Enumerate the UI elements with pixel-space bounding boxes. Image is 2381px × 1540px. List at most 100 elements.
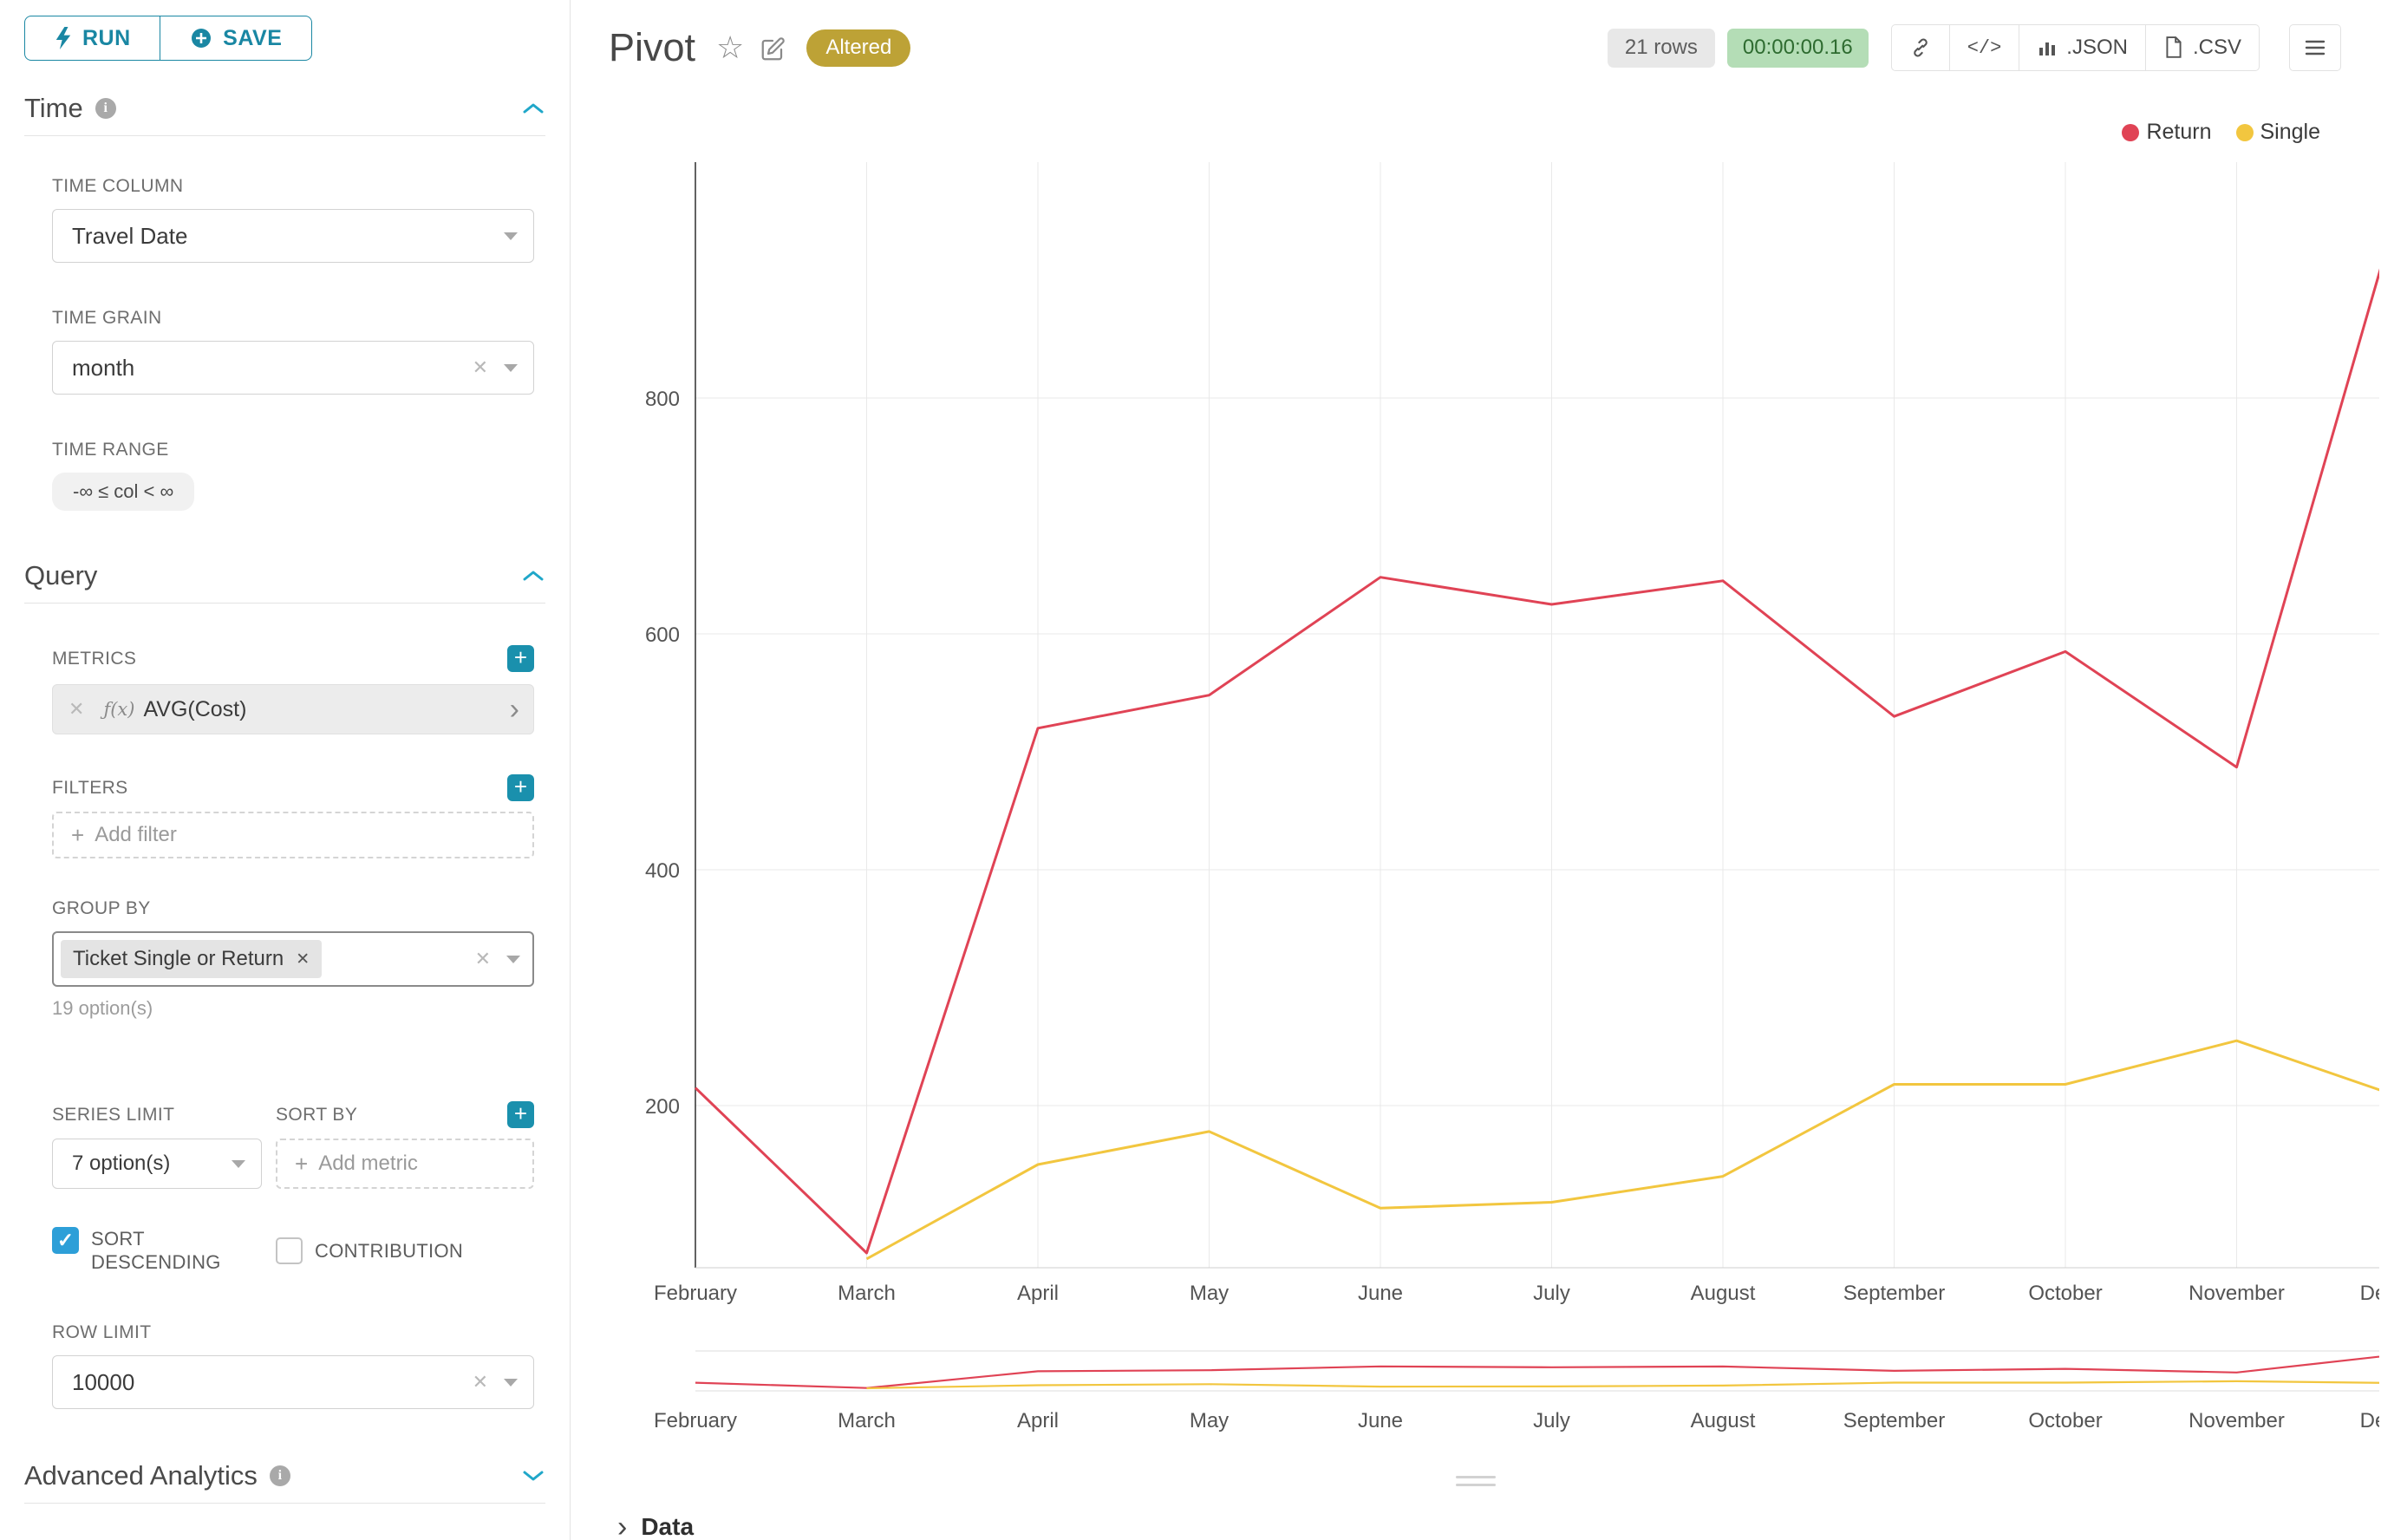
line-chart[interactable]: February March April May June July August Septe… [571,162,2379,1324]
export-json-label: .JSON [2066,36,2128,59]
save-button[interactable]: SAVE [160,16,313,61]
svg-text:August: August [1691,1282,1756,1305]
chevron-down-icon [232,1159,245,1168]
export-csv-button[interactable]: .CSV [2144,24,2260,71]
chart-header-actions: 21 rows 00:00:00.16 </> .JSON . [1607,24,2341,71]
advanced-analytics-header[interactable]: Advanced Analytics i [24,1459,545,1504]
time-column-value: Travel Date [72,222,188,249]
panel-resize-handle[interactable] [1451,1471,1501,1491]
svg-text:November: November [2189,1409,2285,1432]
checkbox-unchecked-icon [276,1237,303,1264]
time-grain-select[interactable]: month ✕ [52,341,534,395]
edit-properties-icon[interactable] [760,36,786,62]
series-limit-select[interactable]: 7 option(s) [52,1139,262,1189]
svg-text:November: November [2189,1282,2285,1305]
time-column-select[interactable]: Travel Date [52,209,534,263]
query-section-header[interactable]: Query [24,559,545,604]
svg-text:August: August [1691,1409,1756,1432]
code-icon: </> [1967,36,2002,59]
add-filter-placeholder: Add filter [95,823,177,846]
remove-metric-icon[interactable]: ✕ [68,698,85,720]
add-filter-button[interactable]: + [507,774,534,801]
svg-text:800: 800 [645,388,680,411]
add-filter-dropzone[interactable]: + Add filter [52,812,534,858]
chevron-up-icon[interactable] [521,101,545,116]
chart-panel: Pivot ☆ Altered 21 rows 00:00:00.16 </> [571,0,2381,1540]
clear-icon[interactable]: ✕ [472,356,488,378]
metrics-label: METRICS [52,648,137,669]
chevron-up-icon[interactable] [521,568,545,584]
control-panel: RUN SAVE Time i TIME COLUMN Travel Date … [0,0,571,1540]
svg-text:September: September [1843,1282,1945,1305]
series-limit-value: 7 option(s) [72,1152,171,1175]
chevron-down-icon[interactable] [521,1468,545,1484]
filters-label: FILTERS [52,777,128,798]
embed-code-button[interactable]: </> [1948,24,2020,71]
group-by-label: GROUP BY [52,898,151,918]
add-metric-button[interactable]: + [507,645,534,672]
export-csv-label: .CSV [2192,36,2241,59]
run-button[interactable]: RUN [24,16,161,61]
chevron-right-icon: › [617,1511,628,1540]
altered-badge[interactable]: Altered [806,29,911,67]
contribution-label: CONTRIBUTION [315,1239,464,1262]
legend-dot-return [2122,123,2140,141]
sort-by-label: SORT BY [276,1104,358,1125]
range-slider-chart[interactable]: February March April May June July August Septe… [571,1342,2379,1442]
metric-pill[interactable]: ✕ ƒ(x) AVG(Cost) › [52,684,534,734]
svg-text:October: October [2028,1282,2102,1305]
chevron-down-icon [504,363,518,372]
svg-text:400: 400 [645,859,680,883]
legend-item-return[interactable]: Return [2122,120,2212,145]
time-grain-value: month [72,354,135,381]
copy-link-button[interactable] [1890,24,1950,71]
link-icon [1913,38,1928,57]
sort-descending-checkbox[interactable]: ✓ SORT DESCENDING [52,1227,262,1274]
time-range-pill[interactable]: -∞ ≤ col < ∞ [52,473,195,511]
query-timer-badge: 00:00:00.16 [1726,28,1869,68]
data-section-toggle[interactable]: › Data [571,1512,2381,1540]
export-json-button[interactable]: .JSON [2019,24,2146,71]
svg-text:October: October [2028,1409,2102,1432]
legend-item-single[interactable]: Single [2235,120,2320,145]
favorite-star-icon[interactable]: ☆ [716,29,745,65]
group-by-tag-label: Ticket Single or Return [73,947,284,970]
row-limit-value: 10000 [72,1368,135,1395]
svg-text:February: February [654,1282,737,1305]
svg-text:July: July [1533,1409,1570,1432]
contribution-checkbox[interactable]: CONTRIBUTION [276,1227,534,1274]
more-options-button[interactable] [2289,24,2341,71]
group-by-options-hint: 19 option(s) [52,997,153,1019]
chevron-down-icon [506,955,520,963]
plus-circle-icon [192,29,212,48]
add-sort-metric-button[interactable]: + [507,1101,534,1128]
svg-text:May: May [1190,1409,1229,1432]
clear-icon[interactable]: ✕ [474,948,491,969]
clear-icon[interactable]: ✕ [472,1371,488,1393]
time-column-label: TIME COLUMN [52,176,184,196]
sort-by-placeholder: Add metric [318,1152,418,1175]
hamburger-menu-icon [2305,40,2326,55]
sort-by-dropzone[interactable]: + Add metric [276,1139,534,1189]
svg-text:April: April [1017,1409,1059,1432]
legend-dot-single [2235,123,2254,141]
svg-text:September: September [1843,1409,1945,1432]
time-grain-label: TIME GRAIN [52,308,162,328]
remove-tag-icon[interactable]: ✕ [296,949,310,969]
plus-icon: + [295,1150,309,1177]
row-count-badge: 21 rows [1607,28,1715,68]
svg-text:April: April [1017,1282,1059,1305]
group-by-select[interactable]: Ticket Single or Return ✕ ✕ [52,931,534,987]
query-section-title: Query [24,560,98,591]
chart-title: Pivot [609,25,696,69]
chevron-down-icon [504,232,518,240]
row-limit-select[interactable]: 10000 ✕ [52,1355,534,1409]
time-section-header[interactable]: Time i [24,92,545,136]
query-section-body: METRICS + ✕ ƒ(x) AVG(Cost) › FILTERS + +… [24,645,545,1409]
svg-text:May: May [1190,1282,1229,1305]
group-by-tag[interactable]: Ticket Single or Return ✕ [61,940,323,978]
plus-icon: + [71,821,85,848]
info-icon: i [95,98,116,119]
advanced-analytics-title: Advanced Analytics [24,1460,258,1491]
